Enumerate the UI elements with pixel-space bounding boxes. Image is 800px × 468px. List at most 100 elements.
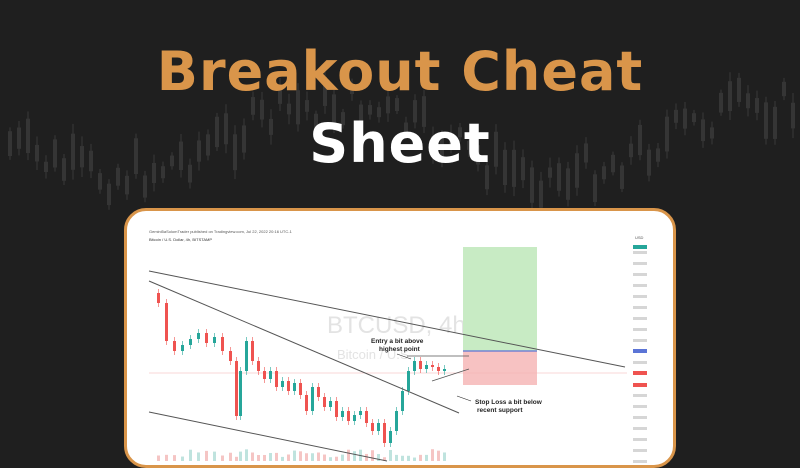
price-axis-currency: USD (635, 235, 644, 240)
price-candles (157, 289, 446, 447)
volume-bar (431, 449, 434, 461)
bg-candle-body (629, 143, 633, 158)
bg-candle-body (206, 134, 210, 156)
volume-bar (157, 455, 160, 461)
bg-candle-body (665, 116, 669, 152)
price-axis-tick (633, 306, 647, 309)
candle-body (341, 411, 344, 417)
price-axis-label-current (633, 371, 647, 375)
candle-body (413, 361, 416, 371)
volume-bar (181, 456, 184, 461)
bg-candle-body (773, 106, 777, 139)
candle-body (431, 365, 434, 367)
bg-candle-body (377, 107, 381, 118)
candle-body (245, 341, 248, 371)
volume-bar (311, 453, 314, 461)
bg-candle-body (647, 149, 651, 176)
bg-candle-body (233, 134, 237, 171)
bg-candle-body (8, 131, 12, 157)
volume-bar (189, 449, 192, 461)
price-axis-tick (633, 405, 647, 408)
candle-body (181, 345, 184, 351)
bg-candle-body (674, 109, 678, 123)
volume-bar (371, 450, 374, 461)
bg-candle-body (179, 141, 183, 171)
bg-candle-body (62, 158, 66, 181)
bg-candle-body (350, 85, 354, 95)
bg-candle-body (197, 140, 201, 162)
candle-body (383, 423, 386, 443)
candle-body (263, 371, 266, 379)
candle-body (419, 361, 422, 369)
candle-body (365, 411, 368, 423)
bg-candle-body (764, 102, 768, 139)
price-axis-tick (633, 449, 647, 452)
bg-candle-body (737, 77, 741, 102)
candle-body (311, 387, 314, 411)
bg-candle-body (485, 165, 489, 190)
volume-bar (419, 454, 422, 461)
volume-bar (235, 456, 238, 461)
volume-bar (323, 454, 326, 461)
bg-candle-body (683, 108, 687, 129)
volume-bar (287, 454, 290, 461)
title-line-2: Sheet (309, 112, 491, 175)
bg-candle-body (728, 81, 732, 112)
price-axis-tick (633, 438, 647, 441)
candle-body (371, 423, 374, 431)
volume-bar (389, 450, 392, 461)
lower-trendline (148, 280, 460, 414)
candle-body (257, 361, 260, 371)
background-candlestick-pattern (8, 68, 795, 217)
bg-candle-body (296, 90, 300, 125)
title-line-1: Breakout Cheat (156, 40, 644, 103)
bg-candle-body (584, 143, 588, 163)
stoploss-annotation-line2: recent support (477, 407, 523, 414)
chart-screenshot: Gemini5aSolomTrader published on Trading… (148, 229, 647, 463)
bg-candle-body (548, 167, 552, 178)
candle-body (275, 371, 278, 387)
volume-bar (425, 454, 428, 461)
candle-body (189, 339, 192, 345)
candle-body (205, 333, 208, 343)
volume-bar (205, 450, 208, 461)
candle-body (281, 381, 284, 387)
bg-candle-body (152, 162, 156, 184)
bg-candle-body (35, 144, 39, 162)
volume-bar (353, 451, 356, 461)
bg-candle-body (503, 149, 507, 186)
candle-body (299, 383, 302, 395)
price-axis (633, 245, 647, 463)
bg-candle-body (143, 175, 147, 198)
candle-body (165, 303, 168, 341)
volume-bar (305, 453, 308, 461)
price-axis-tick (633, 394, 647, 397)
volume-bar (443, 452, 446, 461)
bg-candle-body (692, 113, 696, 123)
bg-candle-body (494, 131, 498, 167)
bg-candle-body (134, 138, 138, 175)
candle-body (407, 371, 410, 391)
volume-bar (401, 455, 404, 461)
candle-body (317, 387, 320, 397)
candle-body (221, 337, 224, 351)
candle-body (229, 351, 232, 361)
bg-candle-body (557, 163, 561, 191)
volume-bar (239, 451, 242, 461)
entry-annotation-line2: highest point (379, 346, 421, 353)
bg-candle-body (332, 94, 336, 129)
volume-bar (341, 454, 344, 461)
bg-candle-body (512, 149, 516, 187)
bg-candle-body (215, 116, 219, 148)
candle-body (353, 415, 356, 421)
bg-candle-body (260, 99, 264, 120)
bg-candle-body (755, 98, 759, 113)
bg-candle-body (539, 180, 543, 208)
candle-body (323, 397, 326, 407)
bg-candle-body (575, 153, 579, 188)
upper-trendline (148, 270, 626, 368)
volume-bar (299, 451, 302, 461)
bg-candle-body (746, 93, 750, 109)
price-axis-label-entry (633, 349, 647, 353)
bg-candle-body (431, 136, 435, 155)
